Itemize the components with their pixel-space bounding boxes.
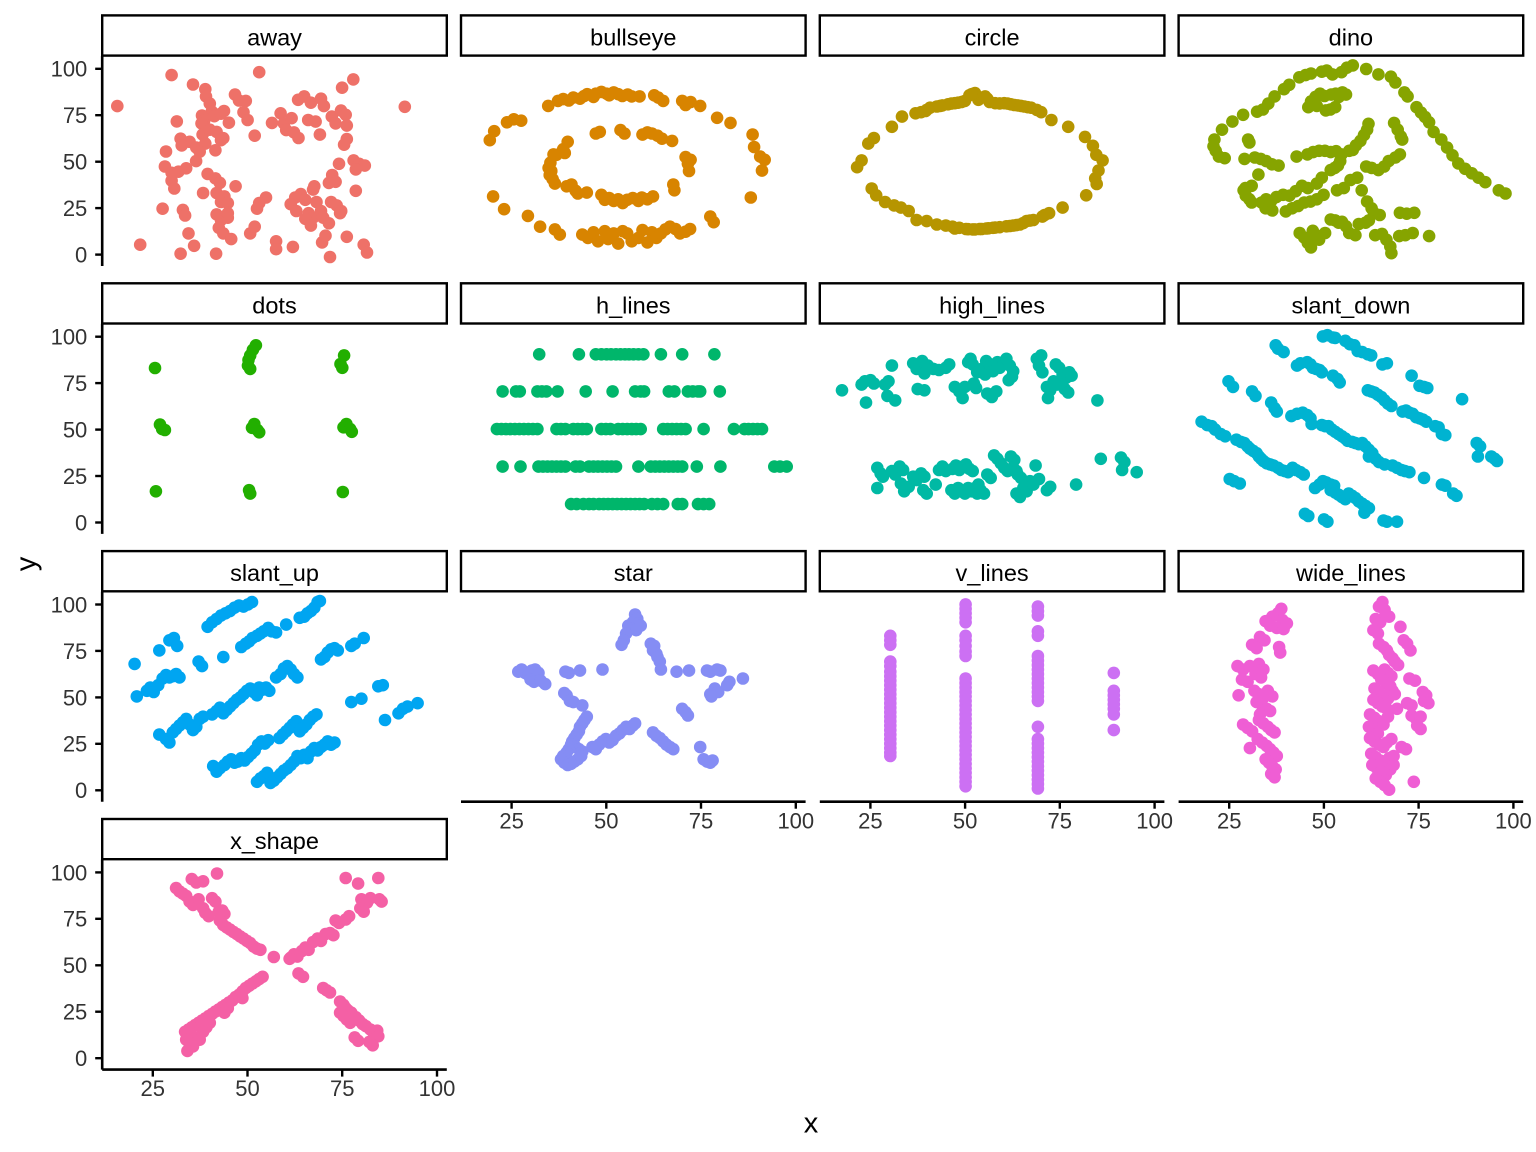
svg-text:50: 50: [1312, 808, 1336, 833]
svg-text:x: x: [804, 1107, 819, 1139]
svg-text:star: star: [614, 560, 653, 586]
svg-text:75: 75: [1406, 808, 1430, 833]
svg-text:25: 25: [63, 464, 87, 489]
svg-text:75: 75: [1048, 808, 1072, 833]
svg-text:50: 50: [594, 808, 618, 833]
svg-text:100: 100: [51, 592, 88, 617]
svg-text:circle: circle: [965, 24, 1020, 50]
svg-text:bullseye: bullseye: [590, 24, 676, 50]
svg-text:away: away: [247, 24, 302, 50]
svg-text:100: 100: [1136, 808, 1173, 833]
svg-text:0: 0: [75, 243, 87, 268]
svg-text:25: 25: [499, 808, 523, 833]
svg-text:v_lines: v_lines: [956, 560, 1029, 586]
svg-text:50: 50: [63, 953, 87, 978]
svg-text:50: 50: [63, 418, 87, 443]
svg-text:25: 25: [141, 1076, 165, 1101]
svg-text:25: 25: [63, 1000, 87, 1025]
svg-text:slant_down: slant_down: [1291, 292, 1410, 318]
svg-text:100: 100: [51, 325, 88, 350]
svg-text:50: 50: [63, 150, 87, 175]
svg-text:100: 100: [1495, 808, 1532, 833]
svg-text:dino: dino: [1329, 24, 1373, 50]
svg-text:25: 25: [63, 196, 87, 221]
svg-text:75: 75: [63, 103, 87, 128]
svg-text:75: 75: [689, 808, 713, 833]
svg-text:100: 100: [51, 860, 88, 885]
svg-text:0: 0: [75, 510, 87, 535]
svg-text:h_lines: h_lines: [596, 292, 670, 318]
svg-text:75: 75: [63, 639, 87, 664]
svg-text:50: 50: [63, 685, 87, 710]
svg-text:50: 50: [953, 808, 977, 833]
svg-text:25: 25: [63, 732, 87, 757]
svg-text:25: 25: [858, 808, 882, 833]
svg-text:x_shape: x_shape: [230, 828, 319, 854]
svg-text:100: 100: [51, 57, 88, 82]
svg-text:100: 100: [419, 1076, 456, 1101]
svg-text:wide_lines: wide_lines: [1295, 560, 1406, 586]
svg-text:50: 50: [235, 1076, 259, 1101]
svg-text:100: 100: [777, 808, 814, 833]
svg-text:slant_up: slant_up: [230, 560, 319, 586]
svg-text:75: 75: [330, 1076, 354, 1101]
svg-text:high_lines: high_lines: [939, 292, 1045, 318]
svg-text:0: 0: [75, 1046, 87, 1071]
svg-text:75: 75: [63, 371, 87, 396]
svg-text:y: y: [10, 556, 42, 571]
svg-text:75: 75: [63, 907, 87, 932]
svg-text:0: 0: [75, 778, 87, 803]
svg-text:25: 25: [1217, 808, 1241, 833]
svg-text:dots: dots: [252, 292, 296, 318]
